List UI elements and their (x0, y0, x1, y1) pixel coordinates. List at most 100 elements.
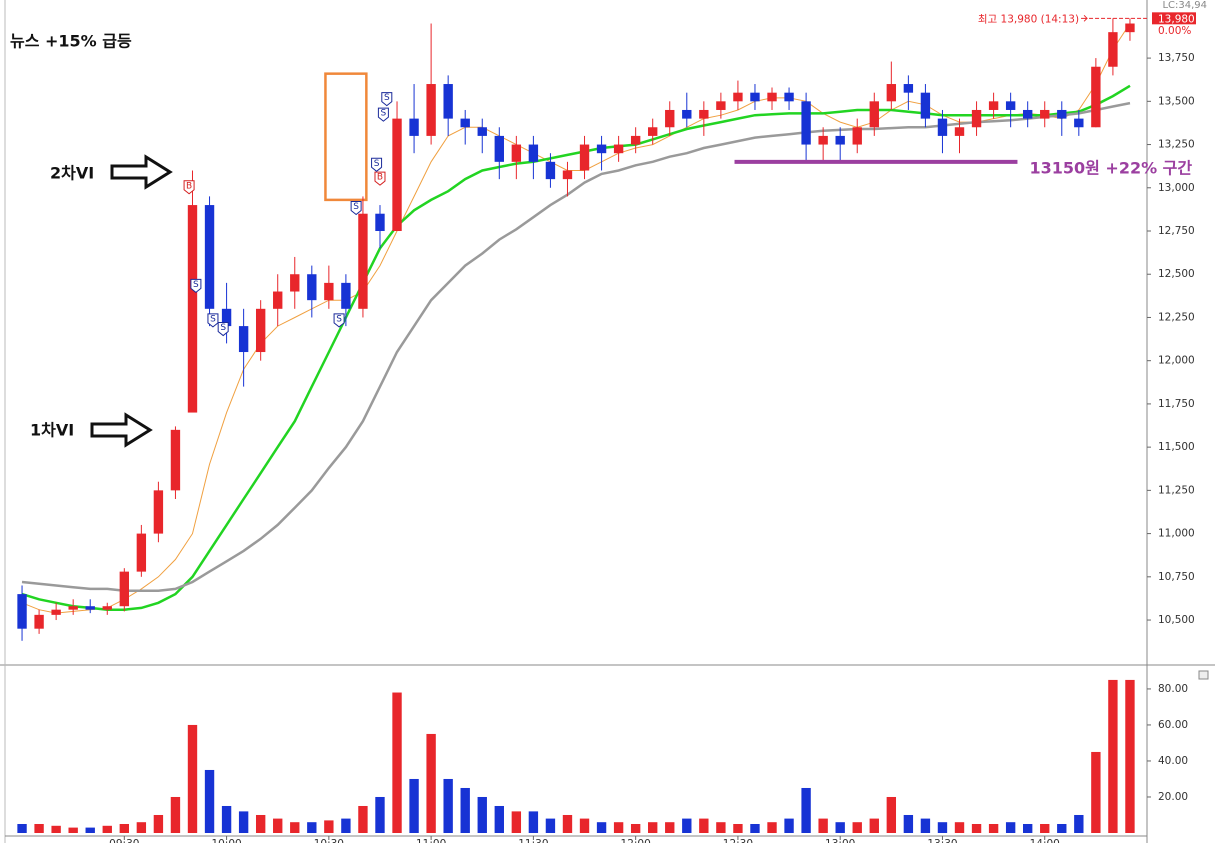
signal-label: S (210, 314, 216, 324)
candle-body (682, 109, 692, 119)
volume-bar (1040, 823, 1050, 833)
volume-bar (801, 787, 811, 833)
candle-body (852, 127, 862, 145)
volume-bar (937, 822, 948, 833)
signal-marker (217, 322, 229, 337)
volume-bar (920, 818, 931, 833)
y-tick-label: 13,250 (1158, 139, 1195, 151)
candle-body (102, 606, 112, 610)
candle-body (750, 92, 760, 102)
volume-bar (1074, 814, 1084, 833)
annotation: 1차VI (30, 421, 74, 440)
volume-bar (1091, 751, 1101, 833)
volume-bar (886, 796, 897, 833)
signal-marker (381, 92, 393, 107)
signal-label: S (384, 93, 390, 103)
volume-bar (358, 805, 368, 833)
candle-body (1022, 109, 1033, 119)
volume-bar (443, 778, 453, 833)
volume-bar (818, 818, 828, 833)
volume-bar (562, 814, 573, 833)
candle-body (971, 109, 982, 128)
candle-body (273, 291, 283, 309)
candle-body (579, 144, 590, 171)
candle-body (17, 594, 27, 629)
volume-bar (102, 825, 112, 833)
y-tick-label: 11,500 (1158, 441, 1195, 453)
candle-body (988, 101, 999, 110)
candle-body (204, 205, 215, 309)
candle-body (716, 101, 726, 110)
y-tick-label: 40.00 (1158, 755, 1188, 767)
volume-bar (460, 787, 470, 833)
candle-body (1074, 118, 1084, 128)
candle-body (221, 308, 232, 327)
price-tag (1152, 12, 1196, 25)
candle-body (119, 571, 130, 607)
candle-body (937, 118, 948, 136)
volume-bar (273, 818, 283, 833)
volume-bar (716, 822, 726, 833)
change-label: 0.00% (1158, 25, 1191, 37)
signal-label: S (193, 280, 199, 290)
candle-body (648, 127, 658, 136)
volume-bar (341, 818, 351, 833)
candle-body (136, 533, 147, 572)
volume-bar (665, 822, 675, 833)
highlight-box (324, 72, 368, 202)
candle-body (426, 84, 436, 136)
volume-bar (630, 823, 641, 833)
candle-body (920, 92, 931, 119)
y-tick-label: 12,000 (1158, 355, 1195, 367)
candle-body (954, 127, 965, 136)
volume-bar (1005, 822, 1016, 833)
signal-label: B (186, 181, 192, 191)
x-tick-label: 11:30 (518, 838, 548, 843)
candle-body (68, 606, 78, 610)
candle-body (187, 205, 198, 413)
candle-body (85, 606, 95, 610)
x-tick-label: 12:30 (723, 838, 753, 843)
y-tick-label: 10,750 (1158, 571, 1195, 583)
volume-bar (324, 820, 334, 833)
volume-bar (579, 818, 590, 833)
candle-body (324, 282, 334, 301)
signal-label: S (374, 159, 380, 169)
y-tick-label: 11,000 (1158, 528, 1195, 540)
candle-body (630, 135, 641, 145)
volume-bar (68, 827, 78, 833)
candle-body (869, 101, 879, 128)
candle-body (733, 92, 743, 102)
y-tick-label: 60.00 (1158, 719, 1188, 731)
panel-close[interactable] (1198, 670, 1209, 680)
y-tick-label: 11,250 (1158, 484, 1195, 496)
y-tick-label: 11,750 (1158, 398, 1195, 410)
volume-bar (767, 822, 777, 833)
price-tag-label: 13,980 (1158, 13, 1195, 25)
candle-body (1005, 101, 1016, 110)
candle-body (699, 109, 709, 119)
volume-bar (34, 823, 44, 833)
candle-body (153, 490, 164, 534)
high-label: 최고 13,980 (14:13) (978, 13, 1079, 25)
y-tick-label: 80.00 (1158, 683, 1188, 695)
candle-body (1125, 23, 1135, 33)
candle-body (801, 101, 811, 145)
volume-bar (954, 822, 965, 833)
volume-bar (392, 692, 402, 833)
x-tick-label: 11:00 (416, 838, 446, 843)
volume-bar (682, 818, 692, 833)
signal-marker (207, 313, 219, 328)
volume-bar (204, 769, 215, 833)
candle-body (1040, 109, 1050, 119)
volume-bar (648, 822, 658, 833)
candle-body (238, 326, 249, 353)
volume-bar (835, 822, 845, 833)
volume-bar (852, 822, 862, 833)
candle-body (562, 170, 573, 180)
candle-body (358, 213, 368, 309)
x-tick-label: 09:30 (109, 838, 139, 843)
candle-body (255, 308, 266, 353)
candle-body (409, 118, 419, 136)
